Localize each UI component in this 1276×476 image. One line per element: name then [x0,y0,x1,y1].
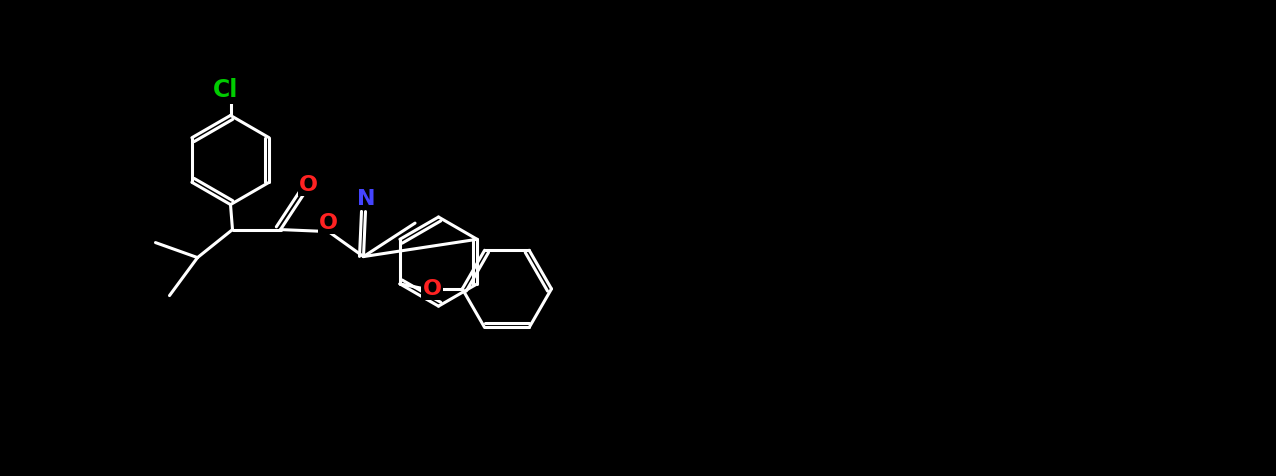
Text: O: O [299,175,318,195]
Text: O: O [422,279,441,299]
Text: N: N [357,188,375,208]
Text: Cl: Cl [213,79,239,102]
Text: O: O [319,213,338,233]
